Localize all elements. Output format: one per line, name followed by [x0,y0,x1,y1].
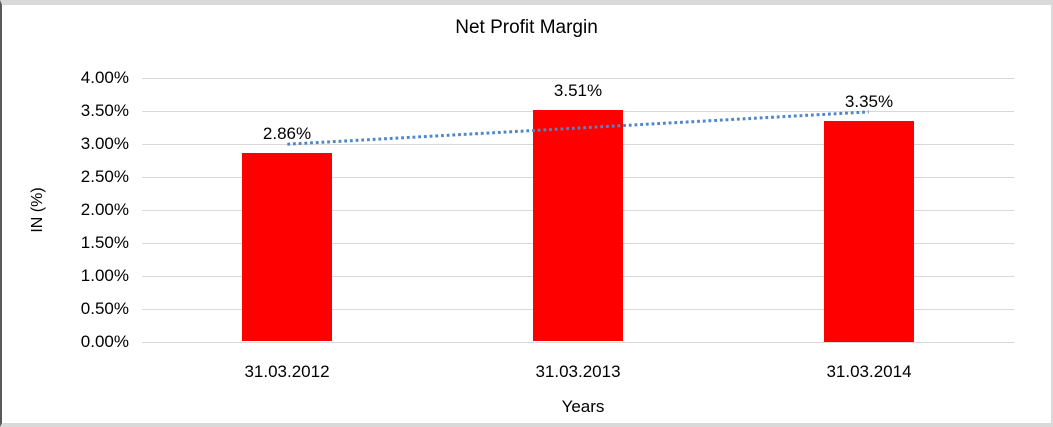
x-tick-label: 31.03.2013 [535,362,621,381]
y-tick-label: 2.00% [80,200,129,219]
y-tick-label: 0.00% [80,332,129,351]
y-tick-label: 4.00% [80,68,129,87]
y-tick-label: 3.50% [80,101,129,120]
x-tick-label: 31.03.2014 [826,362,912,381]
data-label: 3.51% [553,81,603,100]
gridline [142,342,1014,343]
x-axis-title: Years [561,397,605,416]
y-tick-label: 1.50% [80,233,129,252]
bar-31.03.2012 [242,153,332,341]
bar-31.03.2013 [533,110,623,341]
gridline [142,78,1014,79]
y-tick-label: 1.00% [80,266,129,285]
chart-title: Net Profit Margin [455,17,598,38]
data-label: 2.86% [262,124,312,143]
x-tick-label: 31.03.2012 [244,362,330,381]
y-tick-label: 0.50% [80,299,129,318]
y-tick-label: 3.00% [80,134,129,153]
y-tick-label: 2.50% [80,167,129,186]
bar-31.03.2014 [824,121,914,342]
data-label: 3.35% [844,92,894,111]
